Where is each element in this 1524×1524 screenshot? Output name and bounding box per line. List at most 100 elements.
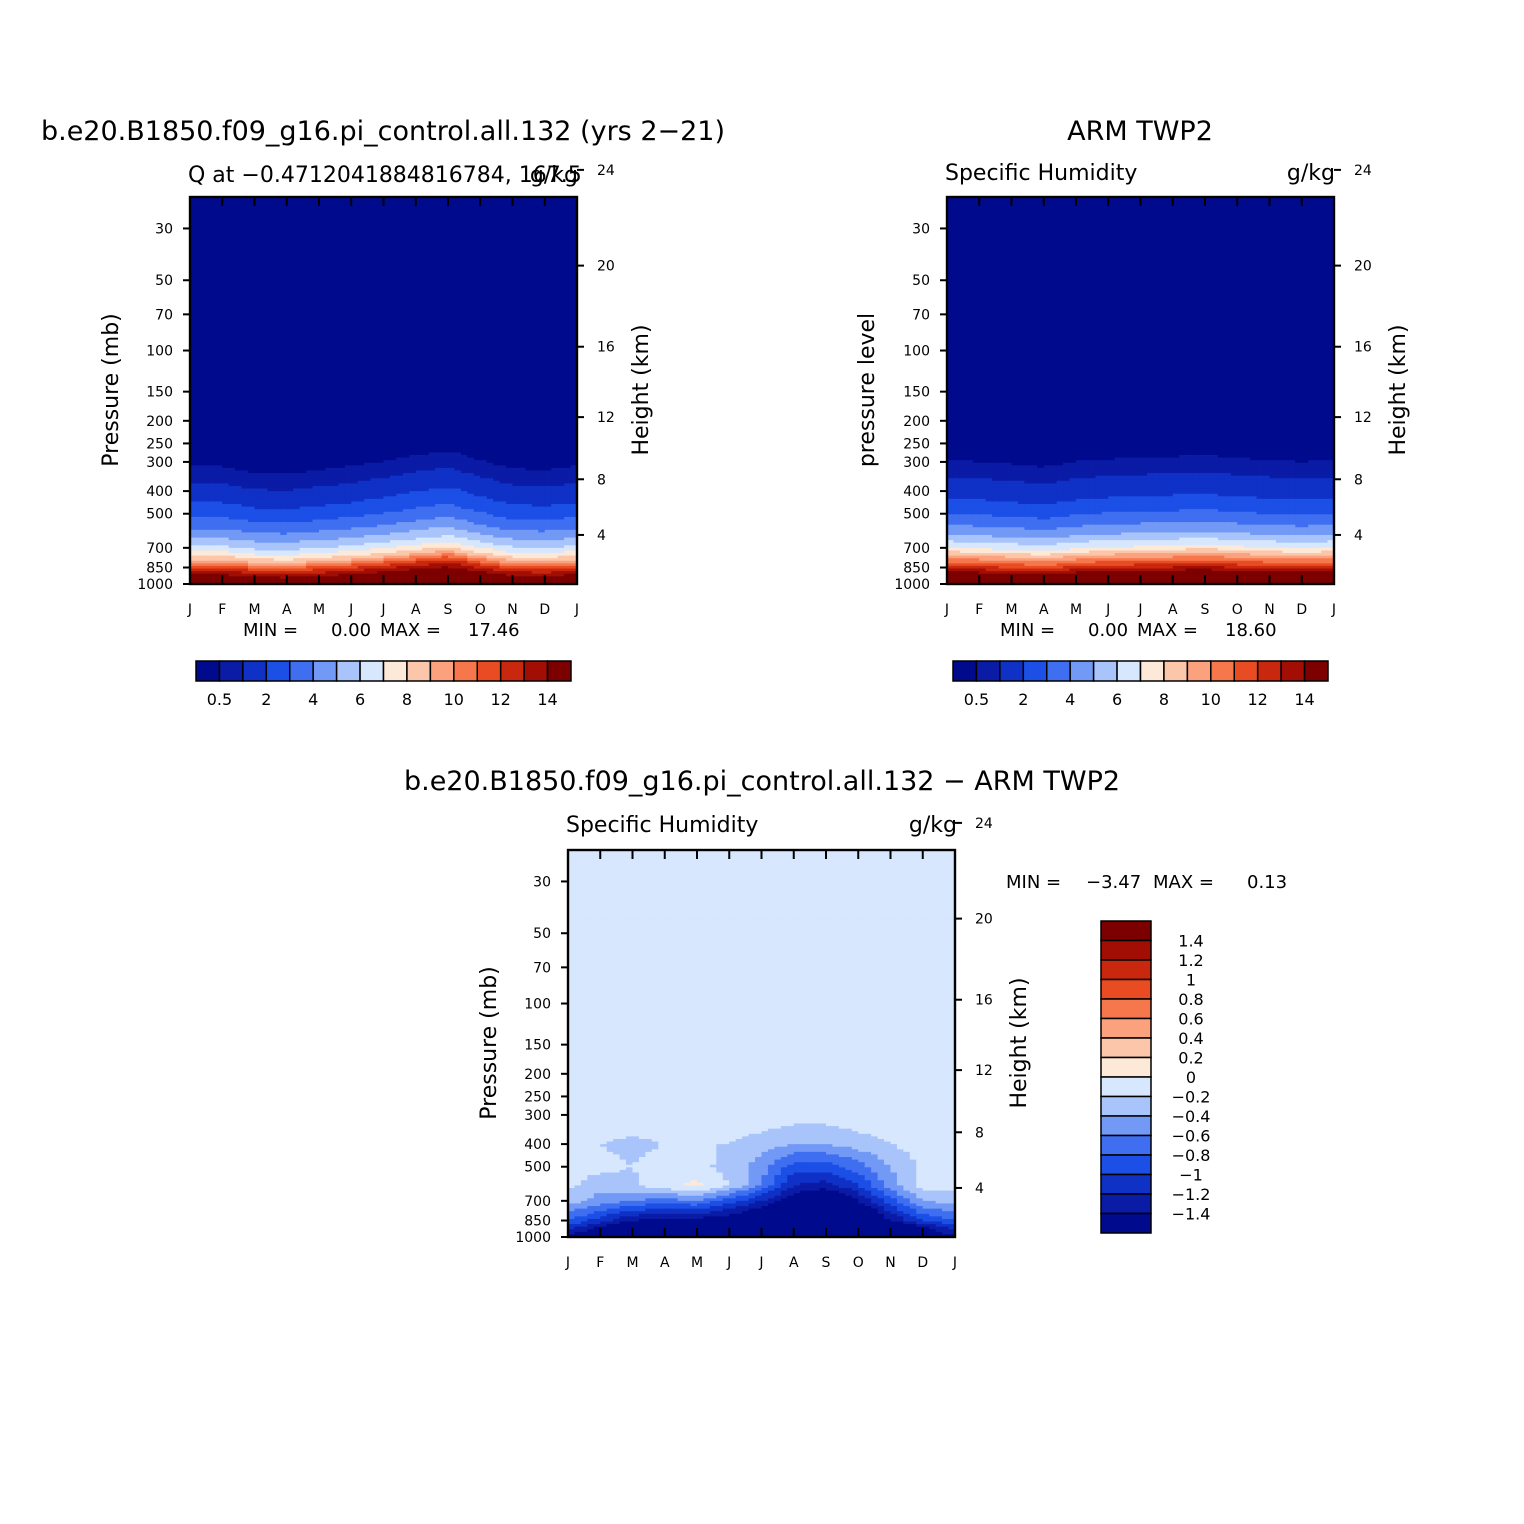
field-cell [190, 284, 198, 288]
field-cell [260, 209, 268, 214]
field-cell [319, 367, 327, 371]
field-cell [190, 491, 198, 495]
field-cell [280, 207, 288, 211]
field-cell [293, 336, 301, 340]
field-cell [235, 253, 243, 257]
field-cell [190, 473, 198, 477]
field-cell [248, 537, 256, 541]
field-cell [254, 421, 262, 425]
field-cell [312, 199, 320, 203]
field-cell [312, 413, 320, 417]
field-cell [286, 346, 294, 350]
field-cell [273, 287, 281, 291]
field-cell [260, 547, 268, 552]
field-cell [319, 310, 327, 314]
field-cell [209, 300, 217, 304]
field-cell [241, 493, 249, 497]
field-cell [312, 338, 320, 343]
field-cell [241, 413, 249, 417]
field-cell [215, 558, 223, 562]
field-cell [306, 540, 314, 544]
field-cell [331, 408, 339, 412]
field-cell [286, 496, 294, 500]
field-cell [325, 372, 333, 376]
field-cell [254, 240, 262, 245]
field-cell [222, 573, 230, 577]
field-cell [267, 496, 275, 500]
field-cell [190, 217, 198, 221]
field-cell [260, 287, 268, 291]
field-cell [325, 439, 333, 443]
field-cell [209, 315, 217, 319]
field-cell [306, 424, 314, 428]
field-cell [273, 307, 281, 312]
field-cell [280, 230, 288, 234]
field-cell [306, 209, 314, 214]
field-cell [299, 465, 307, 469]
field-cell [202, 439, 210, 443]
field-cell [286, 197, 294, 201]
field-cell [331, 356, 339, 361]
field-cell [202, 498, 210, 503]
field-cell [331, 462, 339, 466]
field-cell [331, 326, 339, 330]
field-cell [325, 473, 333, 477]
field-cell [286, 540, 294, 544]
field-cell [312, 478, 320, 482]
field-cell [280, 529, 288, 533]
field-cell [190, 289, 198, 294]
field-cell [306, 292, 314, 296]
field-cell [312, 305, 320, 309]
field-cell [209, 276, 217, 281]
field-cell [260, 493, 268, 497]
field-cell [325, 271, 333, 275]
field-cell [319, 271, 327, 275]
field-cell [241, 320, 249, 325]
field-cell [319, 328, 327, 332]
field-cell [273, 235, 281, 239]
field-cell [331, 264, 339, 268]
field-cell [299, 498, 307, 503]
field-cell [202, 385, 210, 389]
field-cell [235, 233, 243, 237]
field-cell [228, 248, 236, 252]
field-cell [254, 488, 262, 492]
field-cell [286, 501, 294, 505]
field-cell [260, 222, 268, 226]
field-cell [306, 207, 314, 211]
field-cell [248, 349, 256, 353]
field-cell [280, 444, 288, 448]
field-cell [293, 344, 301, 348]
field-cell [293, 496, 301, 500]
field-cell [190, 457, 198, 461]
field-cell [248, 215, 256, 219]
field-cell [196, 369, 204, 374]
field-cell [260, 465, 268, 469]
field-cell [228, 434, 236, 438]
field-cell [190, 393, 198, 397]
field-cell [273, 501, 281, 505]
field-cell [273, 266, 281, 270]
field-cell [319, 235, 327, 239]
field-cell [331, 421, 339, 425]
field-cell [222, 243, 230, 247]
field-cell [254, 305, 262, 309]
field-cell [299, 300, 307, 304]
field-cell [190, 534, 198, 539]
field-cell [299, 328, 307, 332]
field-cell [331, 475, 339, 479]
field-cell [306, 532, 314, 536]
field-cell [306, 204, 314, 208]
field-cell [312, 565, 320, 570]
field-cell [280, 506, 288, 510]
field-cell [235, 568, 243, 572]
field-cell [306, 509, 314, 513]
field-cell [293, 408, 301, 412]
field-cell [222, 313, 230, 317]
field-cell [215, 436, 223, 441]
field-cell [215, 387, 223, 392]
field-cell [286, 534, 294, 539]
field-cell [190, 413, 198, 417]
field-cell [190, 424, 198, 428]
field-cell [319, 326, 327, 330]
